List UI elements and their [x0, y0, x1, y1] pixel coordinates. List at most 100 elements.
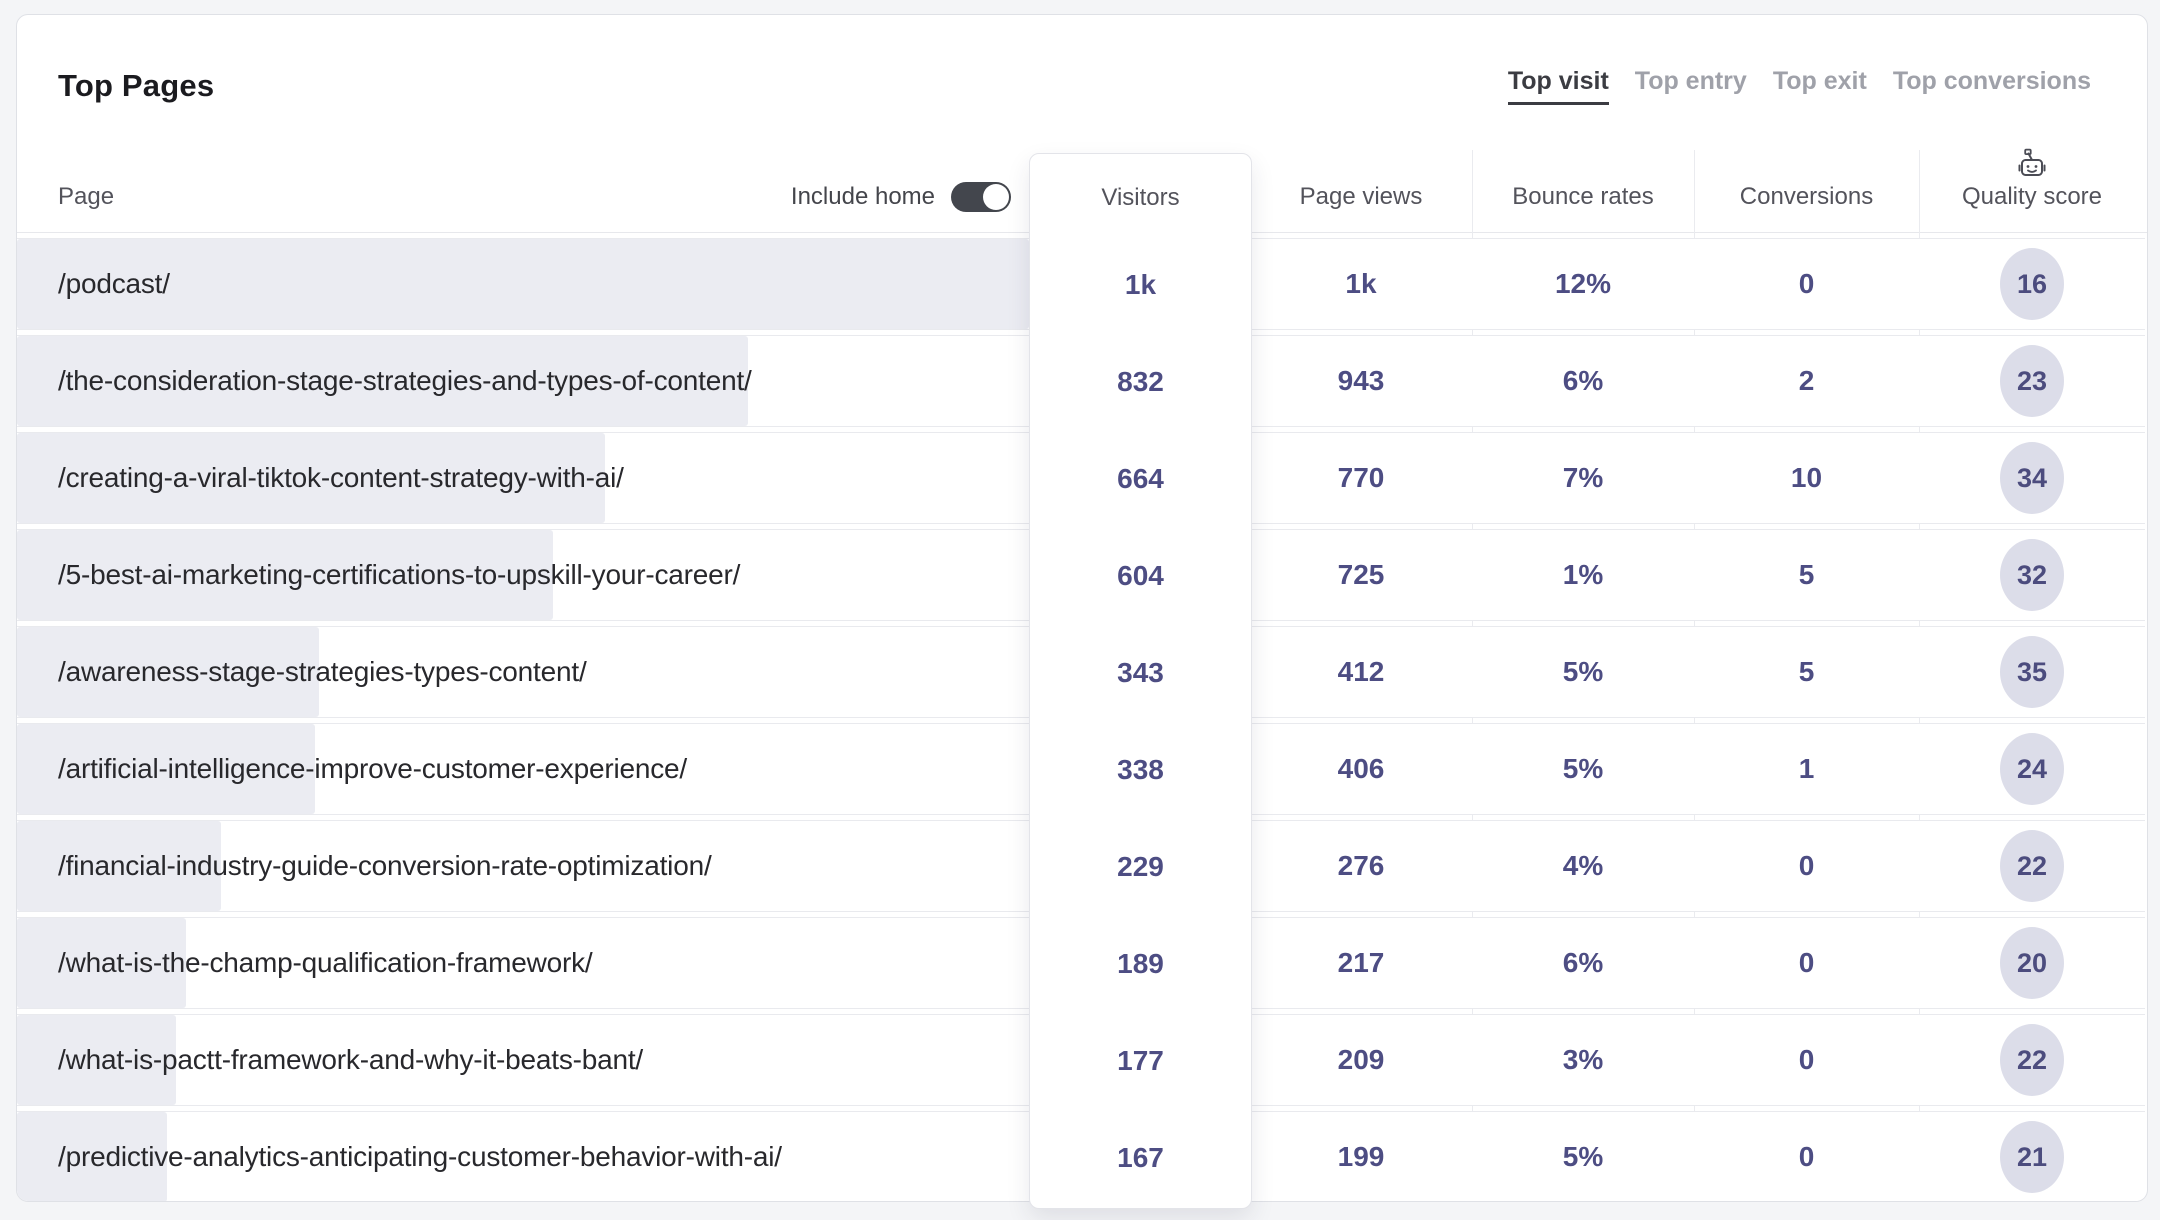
page-path[interactable]: /podcast/ — [58, 268, 170, 299]
page-cell: /financial-industry-guide-conversion-rat… — [17, 821, 1029, 911]
visitors-bar — [17, 627, 319, 717]
bounce-rate-cell: 4% — [1562, 850, 1604, 881]
quality-score-cell: 35 — [1919, 627, 2145, 717]
page-views-cell: 406 — [1337, 753, 1385, 784]
page-path[interactable]: /creating-a-viral-tiktok-content-strateg… — [58, 462, 624, 493]
quality-score-badge: 16 — [2000, 248, 2064, 320]
page-path[interactable]: /the-consideration-stage-strategies-and-… — [58, 365, 752, 396]
visitors-bar — [17, 724, 315, 814]
include-home-control: Include home — [17, 181, 1011, 213]
quality-score-cell: 22 — [1919, 1015, 2145, 1105]
column-header-page-views[interactable]: Page views — [1299, 183, 1423, 210]
quality-score-cell: 22 — [1919, 821, 2145, 911]
column-header-bounce-rates[interactable]: Bounce rates — [1512, 183, 1654, 210]
tab-top-entry[interactable]: Top entry — [1634, 67, 1747, 95]
visitors-value: 1k — [1124, 269, 1157, 300]
conversions-cell: 5 — [1798, 559, 1815, 590]
column-header-visitors[interactable]: Visitors — [1101, 184, 1180, 211]
page-path[interactable]: /5-best-ai-marketing-certifications-to-u… — [58, 559, 741, 590]
page-views-cell: 217 — [1337, 947, 1385, 978]
bounce-rate-cell: 3% — [1562, 1044, 1604, 1075]
visitors-bar — [17, 1015, 176, 1105]
quality-score-badge: 34 — [2000, 442, 2064, 514]
page-cell: /artificial-intelligence-improve-custome… — [17, 724, 1029, 814]
include-home-label: Include home — [790, 183, 935, 210]
quality-score-cell: 16 — [1919, 239, 2145, 329]
quality-score-badge: 22 — [2000, 830, 2064, 902]
visitors-bar — [17, 239, 1029, 329]
page-views-cell: 1k — [1345, 268, 1377, 299]
quality-score-icon-wrap — [1919, 147, 2145, 186]
conversions-cell: 2 — [1798, 365, 1815, 396]
page-views-cell: 276 — [1337, 850, 1385, 881]
page-cell: /creating-a-viral-tiktok-content-strateg… — [17, 433, 1029, 523]
visitors-value: 832 — [1117, 366, 1164, 397]
visitors-bar — [17, 1112, 167, 1201]
visitors-value: 664 — [1117, 463, 1164, 494]
visitors-value: 604 — [1117, 560, 1164, 591]
page-path[interactable]: /what-is-pactt-framework-and-why-it-beat… — [58, 1044, 644, 1075]
tab-top-conversions[interactable]: Top conversions — [1892, 67, 2091, 95]
visitors-value: 177 — [1117, 1045, 1164, 1076]
tab-top-visit[interactable]: Top visit — [1507, 67, 1609, 105]
quality-score-cell: 21 — [1919, 1112, 2145, 1201]
page-cell: /what-is-pactt-framework-and-why-it-beat… — [17, 1015, 1029, 1105]
quality-score-cell: 24 — [1919, 724, 2145, 814]
conversions-cell: 10 — [1790, 462, 1823, 493]
conversions-cell: 0 — [1798, 850, 1815, 881]
visitors-value: 343 — [1117, 657, 1164, 688]
quality-score-badge: 35 — [2000, 636, 2064, 708]
conversions-cell: 0 — [1798, 947, 1815, 978]
visitors-bar — [17, 918, 186, 1008]
visitors-bar — [17, 336, 748, 426]
page-views-cell: 725 — [1337, 559, 1385, 590]
column-header-conversions[interactable]: Conversions — [1739, 183, 1874, 210]
include-home-toggle[interactable] — [951, 182, 1011, 212]
visitors-column-popover: Visitors 1k 832 664 604 343 338 229 189 … — [1029, 153, 1252, 1209]
bounce-rate-cell: 6% — [1562, 947, 1604, 978]
conversions-cell: 0 — [1798, 268, 1815, 299]
page-views-cell: 199 — [1337, 1141, 1385, 1172]
visitors-bar — [17, 821, 222, 911]
bounce-rate-cell: 1% — [1562, 559, 1604, 590]
conversions-cell: 0 — [1798, 1141, 1815, 1172]
page-path[interactable]: /what-is-the-champ-qualification-framewo… — [58, 947, 593, 978]
column-header-page: Page — [58, 183, 115, 210]
view-tabs: Top visit Top entry Top exit Top convers… — [1507, 67, 2091, 105]
bounce-rate-cell: 5% — [1562, 753, 1604, 784]
page-path[interactable]: /predictive-analytics-anticipating-custo… — [58, 1141, 782, 1172]
visitors-value: 229 — [1117, 851, 1164, 882]
page-title: Top Pages — [58, 68, 215, 103]
robot-icon — [2015, 147, 2049, 186]
visitors-bar — [17, 530, 554, 620]
quality-score-cell: 34 — [1919, 433, 2145, 523]
visitors-value: 338 — [1117, 754, 1164, 785]
page-cell: /awareness-stage-strategies-types-conten… — [17, 627, 1029, 717]
bounce-rate-cell: 7% — [1562, 462, 1604, 493]
page-views-cell: 209 — [1337, 1044, 1385, 1075]
visitors-value: 189 — [1117, 948, 1164, 979]
quality-score-badge: 23 — [2000, 345, 2064, 417]
tab-top-exit[interactable]: Top exit — [1772, 67, 1867, 95]
bounce-rate-cell: 5% — [1562, 656, 1604, 687]
visitors-value: 167 — [1117, 1142, 1164, 1173]
quality-score-badge: 20 — [2000, 927, 2064, 999]
page-cell: /what-is-the-champ-qualification-framewo… — [17, 918, 1029, 1008]
card-header: Top Pages Top visit Top entry Top exit T… — [17, 15, 2147, 157]
page-path[interactable]: /financial-industry-guide-conversion-rat… — [58, 850, 712, 881]
page-cell: /5-best-ai-marketing-certifications-to-u… — [17, 530, 1029, 620]
bounce-rate-cell: 12% — [1554, 268, 1612, 299]
column-header-quality-score[interactable]: Quality score — [1961, 183, 2103, 210]
quality-score-badge: 24 — [2000, 733, 2064, 805]
conversions-cell: 0 — [1798, 1044, 1815, 1075]
quality-score-cell: 20 — [1919, 918, 2145, 1008]
quality-score-badge: 32 — [2000, 539, 2064, 611]
bounce-rate-cell: 5% — [1562, 1141, 1604, 1172]
page-path[interactable]: /artificial-intelligence-improve-custome… — [58, 753, 687, 784]
page-views-cell: 412 — [1337, 656, 1385, 687]
page-path[interactable]: /awareness-stage-strategies-types-conten… — [58, 656, 587, 687]
toggle-knob — [983, 184, 1009, 210]
page-views-cell: 943 — [1337, 365, 1385, 396]
visitors-bar — [17, 433, 605, 523]
quality-score-cell: 23 — [1919, 336, 2145, 426]
